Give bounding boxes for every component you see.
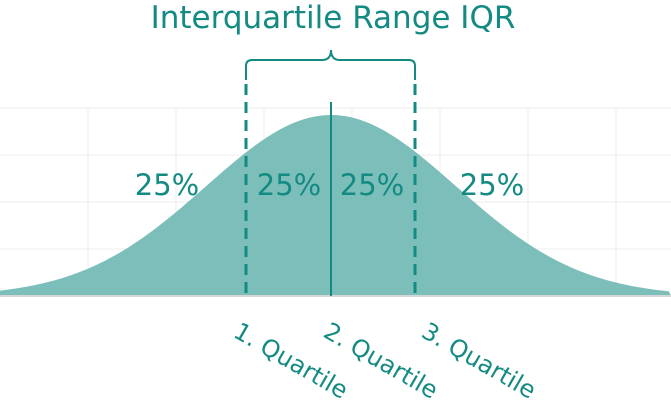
segment-label: 25% bbox=[460, 168, 524, 202]
iqr-brace bbox=[245, 49, 416, 80]
bell-curve-area bbox=[0, 115, 671, 296]
segment-label: 25% bbox=[257, 168, 321, 202]
segment-label: 25% bbox=[135, 168, 199, 202]
segment-label: 25% bbox=[340, 168, 404, 202]
diagram-title: Interquartile Range IQR bbox=[151, 0, 516, 36]
